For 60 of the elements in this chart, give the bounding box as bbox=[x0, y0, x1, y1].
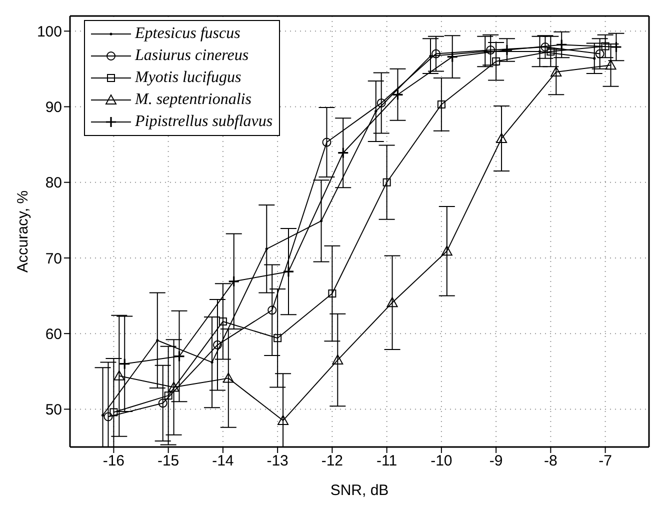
legend-label: Eptesicus fuscus bbox=[135, 25, 240, 43]
point bbox=[392, 88, 404, 100]
x-tick-label: -15 bbox=[157, 452, 180, 470]
point bbox=[274, 334, 282, 342]
point bbox=[431, 49, 440, 58]
point bbox=[441, 246, 452, 256]
point bbox=[386, 297, 398, 308]
y-tick-label: 100 bbox=[36, 23, 62, 40]
point bbox=[218, 317, 227, 326]
y-tick-label: 90 bbox=[45, 99, 62, 116]
x-tick-label: -10 bbox=[430, 452, 452, 470]
point bbox=[173, 350, 186, 362]
y-tick-label: 70 bbox=[45, 250, 62, 268]
point bbox=[337, 147, 349, 159]
legend-label: Pipistrellus subflavus bbox=[135, 113, 273, 131]
y-tick-label: 50 bbox=[45, 402, 62, 419]
y-axis-title: Accuracy, % bbox=[14, 190, 32, 273]
point bbox=[501, 44, 513, 56]
x-tick-label: -12 bbox=[321, 452, 344, 470]
point bbox=[268, 306, 277, 315]
point bbox=[546, 48, 555, 56]
point bbox=[595, 49, 604, 58]
point bbox=[322, 138, 332, 147]
point bbox=[605, 60, 616, 70]
x-tick-label: -7 bbox=[598, 452, 612, 470]
point bbox=[376, 98, 386, 108]
x-tick-label: -13 bbox=[266, 452, 288, 470]
point bbox=[158, 398, 168, 408]
point bbox=[114, 370, 125, 380]
point bbox=[492, 57, 500, 66]
point bbox=[118, 358, 130, 370]
y-tick-label: 80 bbox=[45, 174, 62, 192]
point bbox=[104, 412, 113, 422]
x-axis-title: SNR, dB bbox=[330, 482, 389, 499]
point bbox=[437, 100, 446, 108]
point bbox=[212, 340, 222, 350]
point bbox=[550, 66, 562, 76]
legend-label: Lasiurus cinereus bbox=[135, 47, 249, 65]
legend-label: M. septentrionalis bbox=[135, 91, 252, 109]
x-tick-label: -8 bbox=[544, 452, 558, 470]
x-tick-label: -14 bbox=[212, 452, 234, 470]
point bbox=[332, 354, 344, 365]
legend-label: Myotis lucifugus bbox=[135, 69, 242, 87]
point bbox=[222, 372, 234, 383]
point bbox=[496, 132, 508, 143]
point bbox=[382, 178, 391, 186]
x-tick-label: -16 bbox=[102, 452, 125, 470]
point bbox=[164, 392, 172, 400]
point bbox=[278, 415, 289, 426]
point bbox=[446, 51, 458, 63]
point bbox=[540, 42, 550, 52]
point bbox=[282, 266, 294, 278]
point bbox=[110, 408, 118, 416]
point bbox=[486, 46, 496, 55]
point bbox=[168, 382, 180, 392]
y-tick-label: 60 bbox=[45, 326, 62, 343]
x-tick-label: -9 bbox=[489, 452, 503, 470]
point bbox=[601, 42, 610, 50]
point bbox=[328, 290, 336, 298]
x-tick-label: -11 bbox=[376, 452, 398, 470]
